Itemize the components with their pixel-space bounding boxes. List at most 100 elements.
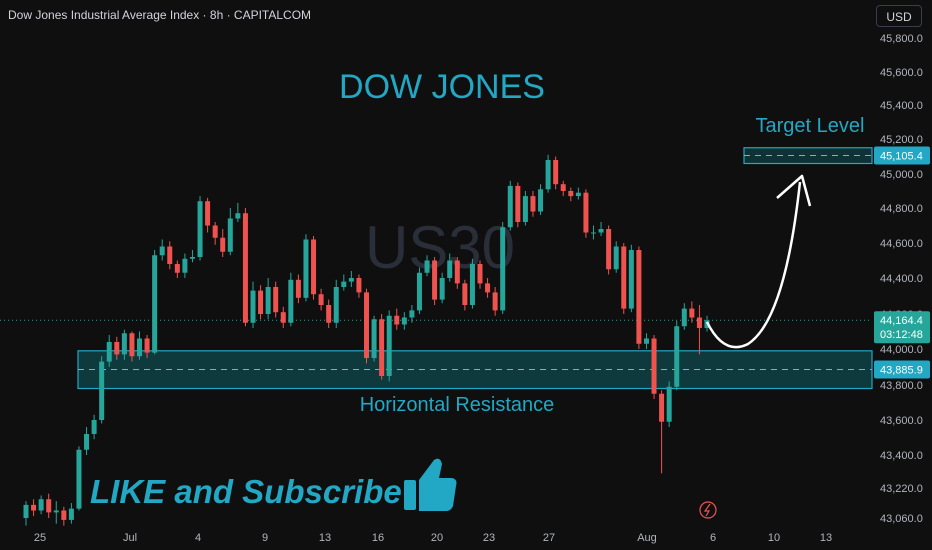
candle-body	[416, 272, 422, 311]
candle-body	[159, 246, 165, 256]
candle-body	[258, 290, 264, 314]
candle-body	[689, 308, 695, 318]
candle-body	[23, 504, 29, 518]
candle-body	[401, 317, 407, 325]
candle-body	[553, 160, 559, 185]
y-tick-label: 44,600.0	[880, 238, 923, 250]
candle-body	[144, 338, 150, 353]
candle-body	[220, 237, 226, 252]
candle-body	[379, 319, 385, 376]
lightning-bolt	[703, 503, 711, 517]
candle-body	[477, 264, 483, 284]
candle-body	[182, 258, 188, 273]
current-price-tag	[874, 311, 930, 344]
candle-body	[76, 449, 82, 509]
candle-body	[522, 196, 528, 222]
candle-body	[613, 246, 619, 270]
candle-body	[227, 218, 233, 252]
support-price-text: 43,885.9	[880, 365, 923, 377]
candle-body	[666, 386, 672, 422]
candle-body	[91, 420, 97, 434]
lightning-icon[interactable]	[699, 501, 717, 519]
candle-body	[137, 338, 142, 357]
candle-body	[394, 315, 400, 325]
x-tick-label: 13	[319, 532, 331, 544]
candle-body	[454, 260, 460, 284]
candle-body	[129, 333, 135, 357]
candle-body	[591, 232, 596, 234]
chart-header-title: Dow Jones Industrial Average Index · 8h …	[8, 8, 312, 22]
candle-body	[606, 229, 612, 270]
candle-body	[447, 260, 453, 278]
x-tick-label: 13	[820, 532, 832, 544]
currency-selector[interactable]: USD	[876, 5, 922, 27]
resistance-label: Horizontal Resistance	[360, 394, 555, 416]
current-price-text: 44,164.4	[880, 315, 923, 327]
candle-body	[621, 246, 627, 309]
candle-body	[53, 510, 59, 513]
y-tick-label: 45,600.0	[880, 67, 923, 79]
thumbs-up-hand	[419, 458, 457, 511]
candle-body	[409, 310, 415, 318]
candle-body	[61, 510, 67, 520]
cta-text: LIKE and Subscribe	[90, 473, 402, 510]
y-tick-label: 43,220.0	[880, 483, 923, 495]
candle-body	[356, 278, 362, 293]
candle-body	[114, 342, 120, 355]
candle-body	[250, 290, 256, 323]
candle-body	[696, 317, 702, 328]
x-tick-label: 25	[34, 532, 46, 544]
x-tick-label: 9	[262, 532, 268, 544]
support-price-tag	[874, 360, 930, 379]
y-tick-label: 44,000.0	[880, 344, 923, 356]
candle-body	[371, 319, 377, 358]
x-tick-label: 27	[543, 532, 555, 544]
chart-headline: DOW JONES	[339, 68, 545, 106]
candle-body	[273, 287, 279, 313]
candle-body	[469, 264, 475, 305]
x-tick-label: 6	[710, 532, 716, 544]
candle-body	[462, 283, 468, 305]
candle-body	[99, 361, 105, 420]
candle-body	[152, 255, 158, 353]
y-tick-label: 44,800.0	[880, 203, 923, 215]
candle-body	[560, 184, 566, 191]
candle-body	[681, 308, 687, 327]
candle-body	[386, 315, 392, 376]
candle-body	[598, 229, 604, 233]
candle-body	[242, 213, 248, 323]
candle-body	[189, 257, 195, 259]
candle-body	[674, 326, 680, 387]
x-tick-label: 23	[483, 532, 495, 544]
arrow-head	[776, 174, 812, 207]
y-tick-label: 43,800.0	[880, 380, 923, 392]
x-tick-label: Aug	[637, 532, 657, 544]
y-tick-label: 43,060.0	[880, 513, 923, 525]
candle-body	[348, 278, 354, 282]
y-tick-label: 45,400.0	[880, 100, 923, 112]
candle-body	[265, 287, 271, 314]
thumbs-up-cuff	[404, 480, 416, 510]
candle-body	[68, 508, 74, 520]
candle-body	[628, 250, 634, 309]
target-price-tag	[874, 146, 930, 165]
candle-body	[575, 192, 581, 197]
candle-body	[341, 281, 347, 287]
candle-body	[235, 213, 241, 219]
candle-body	[288, 279, 294, 323]
y-tick-label: 43,400.0	[880, 450, 923, 462]
candle-body	[333, 287, 339, 323]
y-tick-label: 45,800.0	[880, 33, 923, 45]
projection-arrow	[705, 181, 802, 349]
y-tick-label: 45,200.0	[880, 134, 923, 146]
candle-body	[326, 305, 332, 323]
y-tick-label: 44,400.0	[880, 273, 923, 285]
candle-body	[311, 239, 317, 295]
x-tick-label: 10	[768, 532, 780, 544]
candle-body	[515, 185, 521, 222]
candle-body	[568, 191, 574, 197]
x-tick-label: 16	[372, 532, 384, 544]
x-tick-label: Jul	[123, 532, 137, 544]
lightning-circle	[699, 501, 717, 519]
